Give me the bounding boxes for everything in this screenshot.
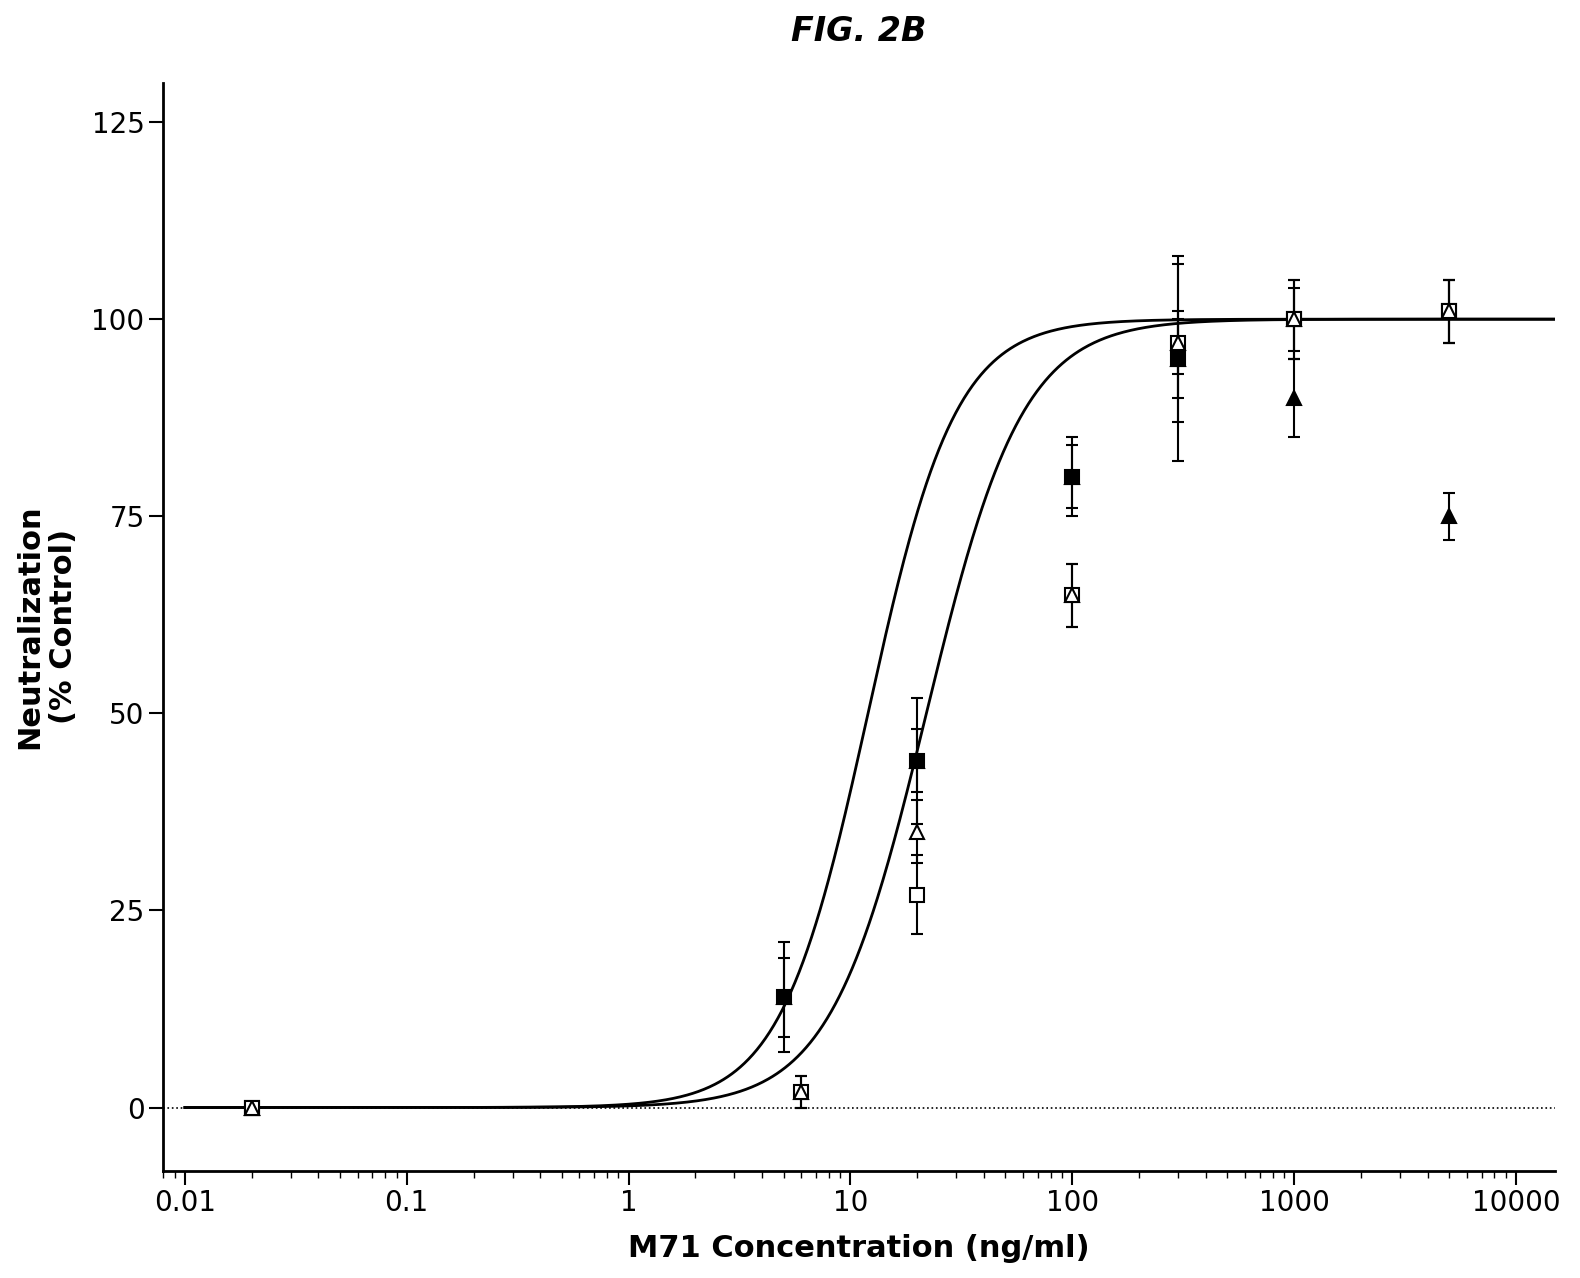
Title: FIG. 2B: FIG. 2B — [792, 15, 927, 49]
X-axis label: M71 Concentration (ng/ml): M71 Concentration (ng/ml) — [629, 1235, 1090, 1263]
Y-axis label: Neutralization
(% Control): Neutralization (% Control) — [14, 505, 77, 749]
